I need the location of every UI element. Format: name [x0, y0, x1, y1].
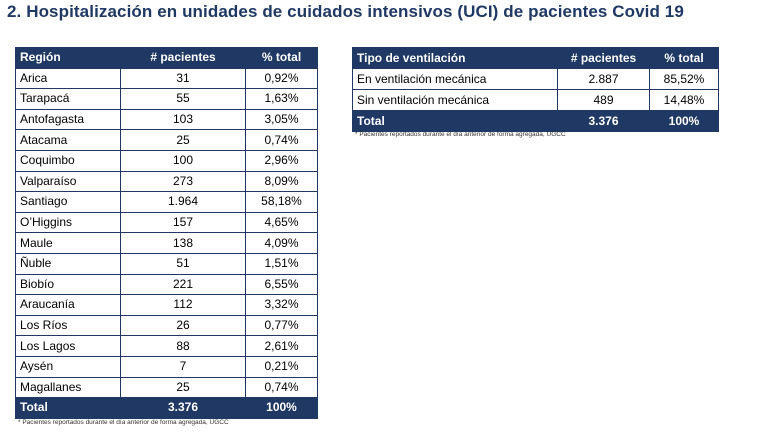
- row-patients: 88: [120, 335, 246, 357]
- row-percent: 4,65%: [245, 211, 318, 234]
- row-label: Antofagasta: [15, 108, 121, 131]
- table-row: Antofagasta 103 3,05%: [15, 108, 318, 131]
- row-label: Aysén: [15, 355, 121, 378]
- row-patients: 489: [557, 89, 650, 111]
- table-row: Magallanes 25 0,74%: [15, 376, 318, 399]
- row-patients: 100: [120, 149, 246, 172]
- ventilation-footnote: * Pacientes reportados durante el día an…: [355, 131, 566, 138]
- total-patients: 3.376: [557, 110, 650, 132]
- row-percent: 1,63%: [245, 88, 318, 110]
- table-header-row: Región # pacientes % total: [15, 47, 318, 69]
- column-header-patients: # pacientes: [557, 47, 650, 69]
- row-patients: 31: [120, 67, 246, 90]
- column-header-region: Región: [15, 47, 121, 69]
- row-percent: 0,77%: [245, 314, 318, 337]
- row-patients: 103: [120, 108, 246, 131]
- table-row: Biobío 221 6,55%: [15, 273, 318, 296]
- table-row: Atacama 25 0,74%: [15, 129, 318, 151]
- table-row: Araucanía 112 3,32%: [15, 294, 318, 316]
- row-label: Maule: [15, 232, 121, 254]
- row-label: Santiago: [15, 191, 121, 213]
- table-row: Ñuble 51 1,51%: [15, 252, 318, 275]
- total-row: Total 3.376 100%: [15, 397, 318, 419]
- row-percent: 3,32%: [245, 294, 318, 316]
- row-label: Los Lagos: [15, 335, 121, 357]
- row-label: Los Ríos: [15, 314, 121, 337]
- table-row: Aysén 7 0,21%: [15, 355, 318, 378]
- total-label: Total: [15, 397, 121, 419]
- row-percent: 4,09%: [245, 232, 318, 254]
- total-row: Total 3.376 100%: [352, 110, 719, 132]
- regions-table: Región # pacientes % total Arica 31 0,92% T…: [15, 47, 318, 419]
- row-label: Magallanes: [15, 376, 121, 399]
- table-row: Valparaíso 273 8,09%: [15, 170, 318, 193]
- row-percent: 58,18%: [245, 191, 318, 213]
- table-row: Maule 138 4,09%: [15, 232, 318, 254]
- table-header-row: Tipo de ventilación # pacientes % total: [352, 47, 719, 69]
- row-patients: 221: [120, 273, 246, 296]
- row-percent: 1,51%: [245, 252, 318, 275]
- column-header-percent: % total: [649, 47, 719, 69]
- row-percent: 0,74%: [245, 129, 318, 151]
- row-percent: 8,09%: [245, 170, 318, 193]
- total-percent: 100%: [649, 110, 719, 132]
- row-label: Tarapacá: [15, 88, 121, 110]
- table-row: Santiago 1.964 58,18%: [15, 191, 318, 213]
- row-percent: 6,55%: [245, 273, 318, 296]
- row-percent: 0,21%: [245, 355, 318, 378]
- row-label: Ñuble: [15, 252, 121, 275]
- row-label: Atacama: [15, 129, 121, 151]
- row-patients: 51: [120, 252, 246, 275]
- row-label: Coquimbo: [15, 149, 121, 172]
- row-label: En ventilación mecánica: [352, 68, 558, 90]
- row-patients: 55: [120, 88, 246, 110]
- table-row: Sin ventilación mecánica 489 14,48%: [352, 89, 719, 111]
- row-label: O’Higgins: [15, 211, 121, 234]
- column-header-percent: % total: [245, 47, 318, 69]
- table-row: Arica 31 0,92%: [15, 67, 318, 90]
- row-label: Valparaíso: [15, 170, 121, 193]
- table-row: Tarapacá 55 1,63%: [15, 88, 318, 110]
- row-patients: 273: [120, 170, 246, 193]
- table-row: Los Lagos 88 2,61%: [15, 335, 318, 357]
- table-row: Coquimbo 100 2,96%: [15, 149, 318, 172]
- row-patients: 2.887: [557, 68, 650, 90]
- regions-footnote: * Pacientes reportados durante el día an…: [18, 419, 229, 426]
- row-label: Arica: [15, 67, 121, 90]
- row-label: Sin ventilación mecánica: [352, 89, 558, 111]
- row-patients: 25: [120, 129, 246, 151]
- row-patients: 7: [120, 355, 246, 378]
- total-label: Total: [352, 110, 558, 132]
- row-percent: 2,61%: [245, 335, 318, 357]
- table-row: O’Higgins 157 4,65%: [15, 211, 318, 234]
- row-patients: 25: [120, 376, 246, 399]
- row-patients: 112: [120, 294, 246, 316]
- row-label: Biobío: [15, 273, 121, 296]
- ventilation-table: Tipo de ventilación # pacientes % total …: [352, 47, 719, 132]
- row-percent: 3,05%: [245, 108, 318, 131]
- total-patients: 3.376: [120, 397, 246, 419]
- page-title: 2. Hospitalización en unidades de cuidad…: [7, 2, 684, 21]
- total-percent: 100%: [245, 397, 318, 419]
- row-percent: 14,48%: [649, 89, 719, 111]
- row-patients: 1.964: [120, 191, 246, 213]
- table-row: Los Ríos 26 0,77%: [15, 314, 318, 337]
- row-label: Araucanía: [15, 294, 121, 316]
- row-patients: 26: [120, 314, 246, 337]
- row-patients: 138: [120, 232, 246, 254]
- column-header-ventilation-type: Tipo de ventilación: [352, 47, 558, 69]
- row-percent: 2,96%: [245, 149, 318, 172]
- row-patients: 157: [120, 211, 246, 234]
- row-percent: 0,92%: [245, 67, 318, 90]
- row-percent: 85,52%: [649, 68, 719, 90]
- table-row: En ventilación mecánica 2.887 85,52%: [352, 68, 719, 90]
- row-percent: 0,74%: [245, 376, 318, 399]
- column-header-patients: # pacientes: [120, 47, 246, 69]
